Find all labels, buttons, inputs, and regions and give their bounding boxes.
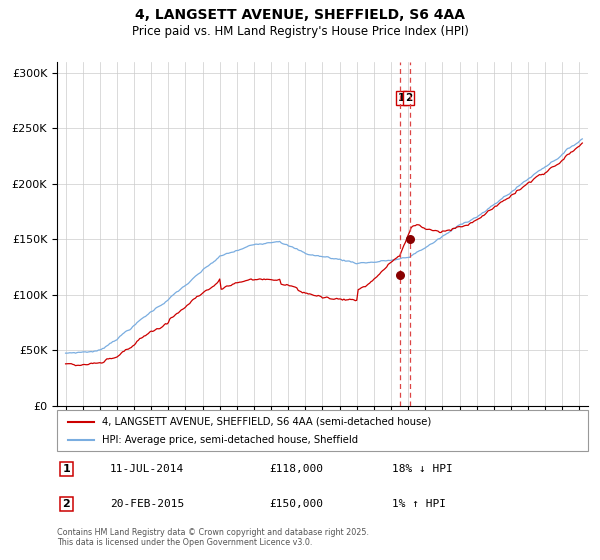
FancyBboxPatch shape	[57, 410, 588, 451]
Text: Price paid vs. HM Land Registry's House Price Index (HPI): Price paid vs. HM Land Registry's House …	[131, 25, 469, 38]
Text: 1: 1	[62, 464, 70, 474]
Text: 2: 2	[405, 93, 413, 103]
Text: £118,000: £118,000	[269, 464, 323, 474]
Text: 4, LANGSETT AVENUE, SHEFFIELD, S6 4AA (semi-detached house): 4, LANGSETT AVENUE, SHEFFIELD, S6 4AA (s…	[102, 417, 431, 427]
Text: 11-JUL-2014: 11-JUL-2014	[110, 464, 184, 474]
Text: 4, LANGSETT AVENUE, SHEFFIELD, S6 4AA: 4, LANGSETT AVENUE, SHEFFIELD, S6 4AA	[135, 8, 465, 22]
Point	[406, 235, 415, 244]
Text: 18% ↓ HPI: 18% ↓ HPI	[392, 464, 452, 474]
Text: 2: 2	[62, 499, 70, 509]
Text: 20-FEB-2015: 20-FEB-2015	[110, 499, 184, 509]
Point	[395, 270, 405, 279]
Text: HPI: Average price, semi-detached house, Sheffield: HPI: Average price, semi-detached house,…	[102, 435, 358, 445]
Text: Contains HM Land Registry data © Crown copyright and database right 2025.
This d: Contains HM Land Registry data © Crown c…	[57, 528, 369, 547]
Text: 1% ↑ HPI: 1% ↑ HPI	[392, 499, 446, 509]
Text: £150,000: £150,000	[269, 499, 323, 509]
Text: 1: 1	[398, 93, 405, 103]
